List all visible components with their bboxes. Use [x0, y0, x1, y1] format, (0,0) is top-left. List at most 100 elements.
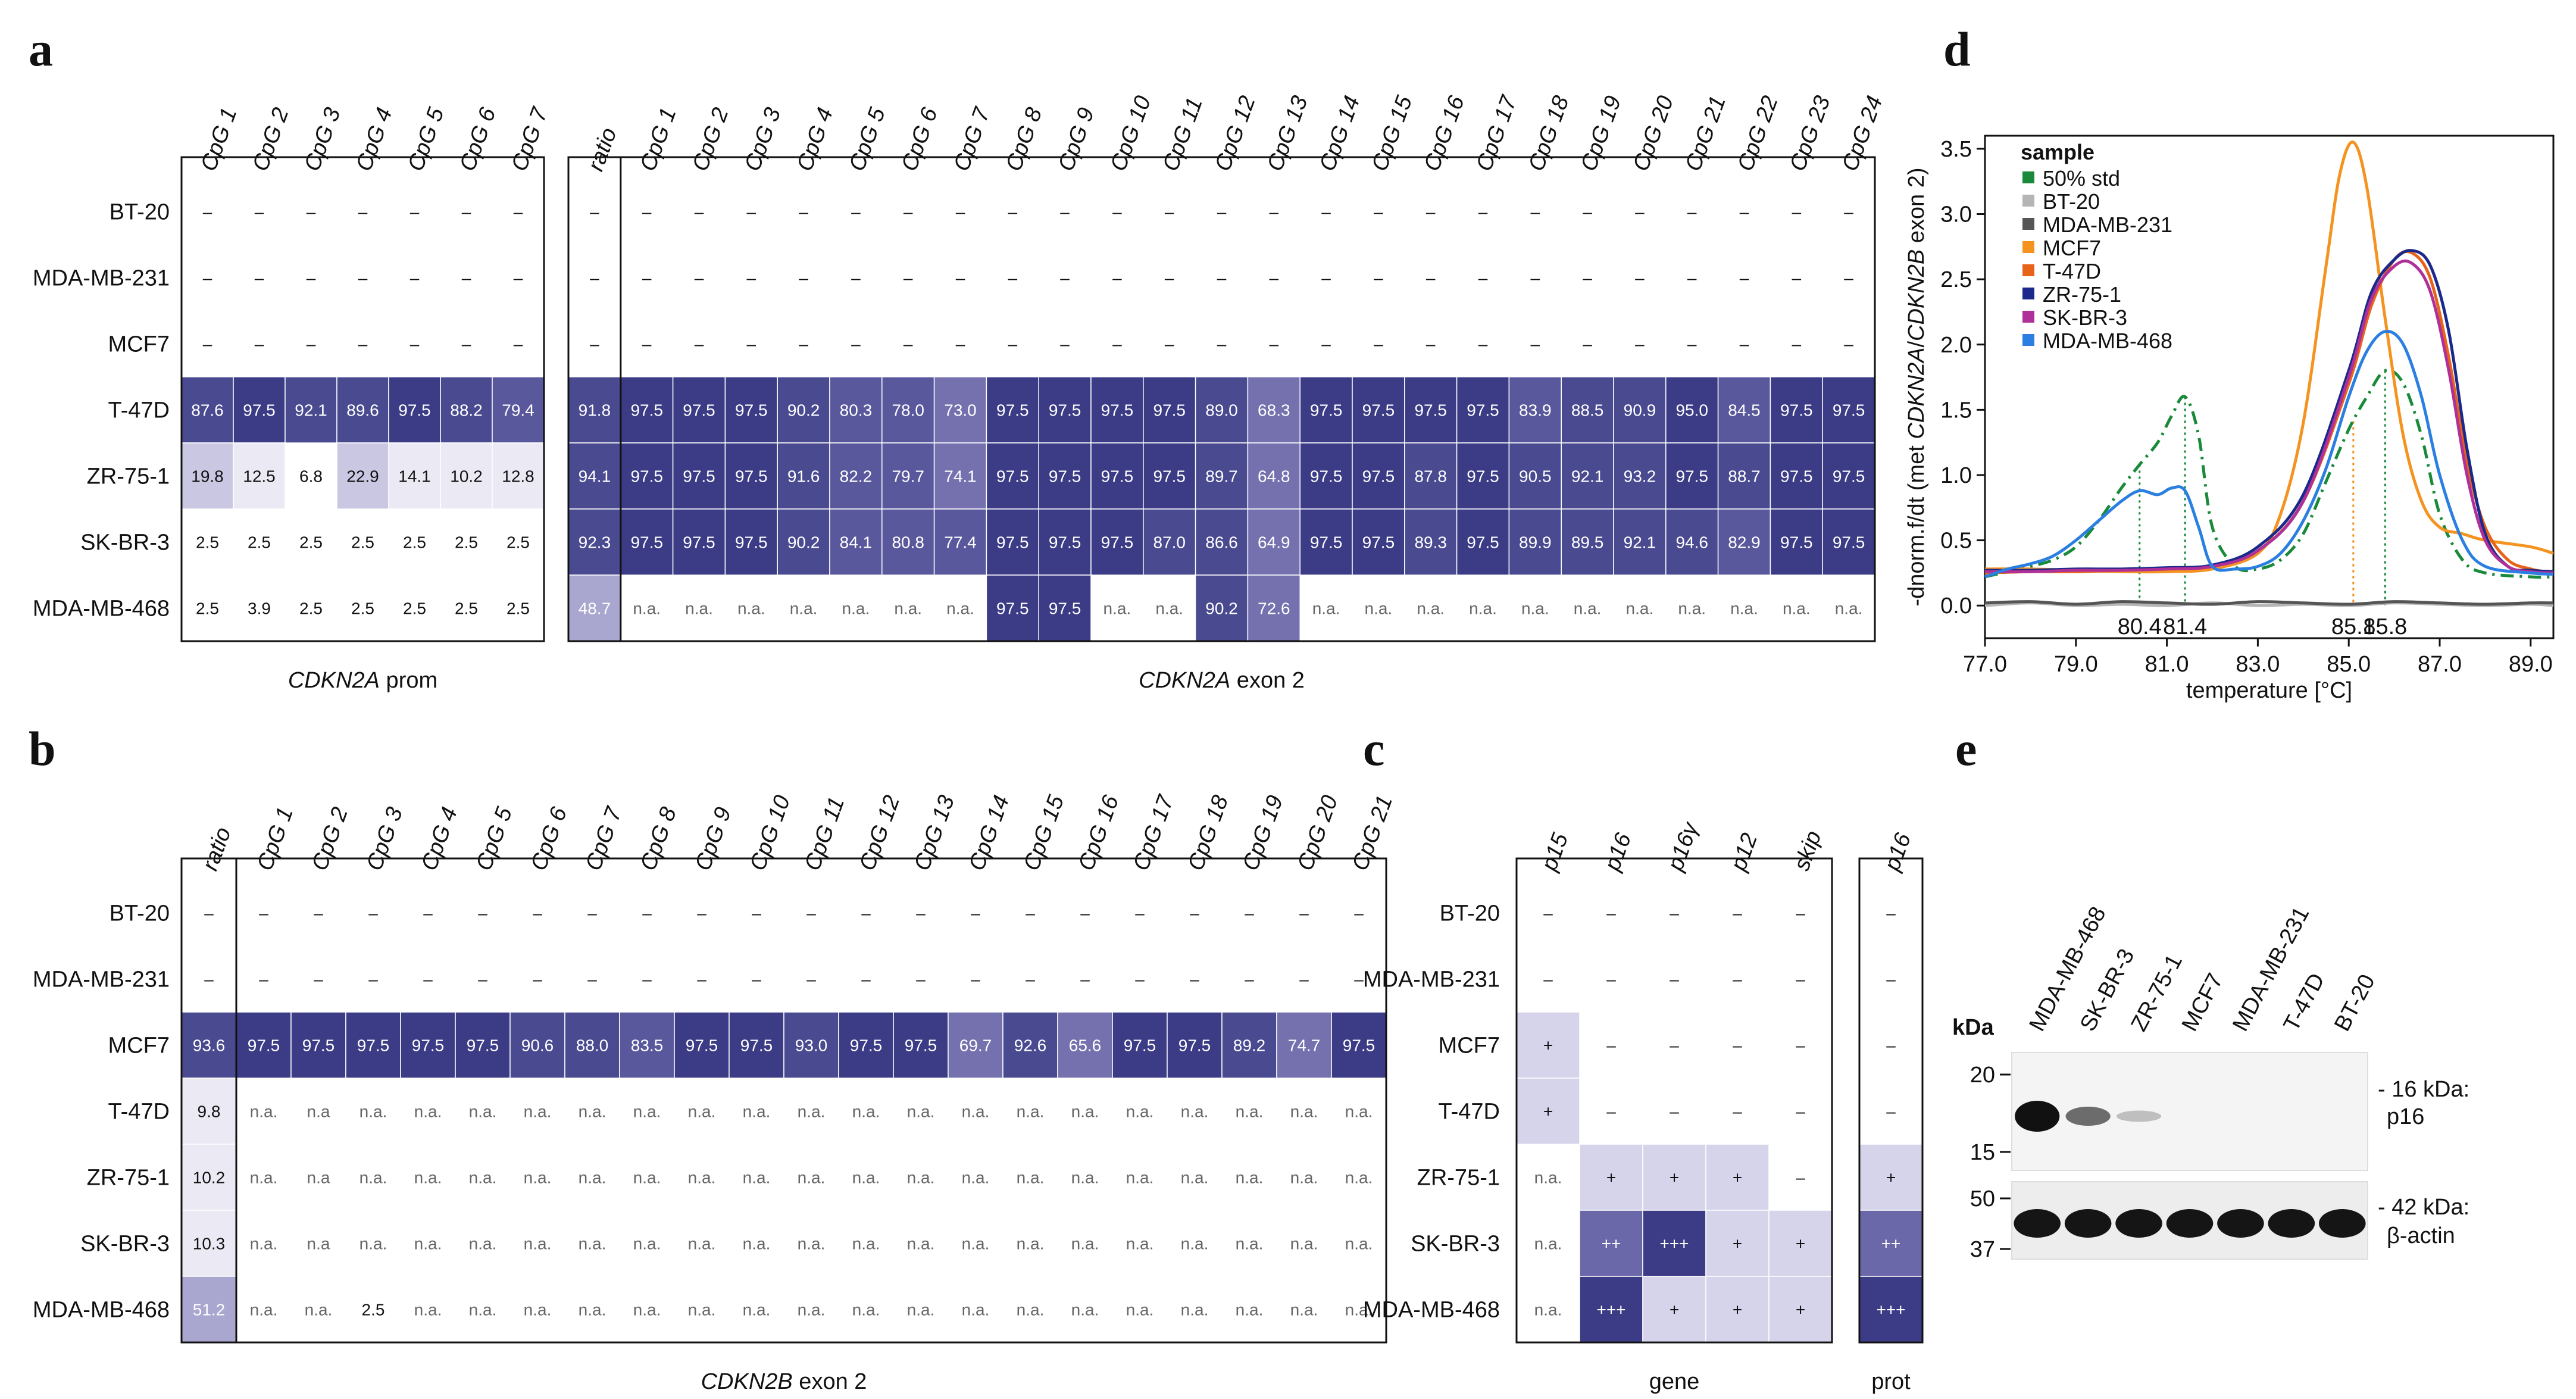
cell-value: n.a. [1574, 599, 1602, 618]
cell-value: 65.6 [1069, 1036, 1102, 1055]
heat-cell [620, 376, 674, 444]
heat-cell [783, 1011, 839, 1079]
cell-value: 2.5 [196, 599, 219, 618]
expr-cell [1516, 1078, 1580, 1145]
cell-value: – [752, 904, 761, 923]
cell-value: – [462, 335, 471, 354]
expr-value: – [1886, 1036, 1896, 1055]
legend-label: MDA-MB-231 [2043, 213, 2172, 237]
cell-value: 97.5 [1833, 401, 1865, 420]
cell-value: 12.8 [502, 467, 534, 486]
cell-value: – [1165, 335, 1174, 354]
heat-cell [1276, 1011, 1332, 1079]
cell-value: 93.0 [795, 1036, 828, 1055]
cell-value: – [1008, 335, 1018, 354]
cell-value: 2.5 [299, 533, 323, 552]
cell-value: 89.9 [1519, 533, 1552, 552]
col-header: CpG 10 [745, 792, 795, 874]
col-header: CpG 21 [1348, 792, 1398, 874]
expr-value: – [1886, 970, 1896, 989]
cell-value: n.a. [907, 1169, 935, 1187]
panel-b-heatmap: BT-20 MDA-MB-231 MCF7 T-47D ZR-75-1 SK-BR-3 MD… [33, 791, 1398, 1394]
cell-value: – [1060, 203, 1070, 221]
cell-value: 89.0 [1205, 401, 1238, 420]
legend-label: 50% std [2043, 166, 2120, 191]
series-line [1984, 600, 2554, 606]
cell-value: 97.5 [1362, 401, 1395, 420]
cell-value: 88.7 [1728, 467, 1761, 486]
cell-value: 97.5 [1343, 1036, 1375, 1055]
expr-cell [1705, 1210, 1770, 1277]
expr-value: ++ [1881, 1235, 1901, 1253]
cell-value: n.a. [1521, 599, 1549, 618]
x-tick-label: 81.0 [2145, 652, 2189, 677]
cell-value: 2.5 [455, 533, 478, 552]
cell-value: 89.2 [1233, 1036, 1266, 1055]
cell-value: – [478, 970, 487, 989]
cell-value: 92.6 [1014, 1036, 1047, 1055]
heat-cell [336, 442, 389, 510]
cell-value: n.a. [469, 1301, 497, 1319]
y-tick-label: 0.0 [1940, 594, 1972, 619]
table-caption: gene [1649, 1369, 1700, 1394]
expr-cell [1642, 1144, 1706, 1211]
cell-value: 83.5 [631, 1036, 664, 1055]
cell-value: 89.6 [346, 401, 379, 420]
cell-value: – [1217, 203, 1227, 221]
cell-value: – [695, 335, 704, 354]
cell-value: – [533, 970, 542, 989]
cell-value: n.a. [743, 1103, 771, 1121]
cell-value: – [747, 335, 756, 354]
cell-value: n.a. [1126, 1169, 1154, 1187]
y-axis-label: -dnorm.f/dt (met CDKN2A/CDKN2B exon 2) [1904, 167, 1929, 606]
cell-value: n.a. [798, 1235, 826, 1253]
p16-band [2116, 1110, 2162, 1122]
row-label: BT-20 [110, 200, 170, 225]
heat-cell [881, 376, 935, 444]
cell-value: 2.5 [299, 599, 323, 618]
expr-cell [1579, 1276, 1643, 1343]
cell-value: – [1217, 335, 1227, 354]
col-header: CpG 2 [248, 105, 293, 175]
cell-value: n.a. [250, 1169, 278, 1187]
cell-value: 97.5 [1310, 401, 1343, 420]
cell-value: – [307, 335, 316, 354]
cell-value: 68.3 [1258, 401, 1290, 420]
cell-value: n.a. [1312, 599, 1340, 618]
cell-value: n.a. [524, 1235, 552, 1253]
heat-cell [1057, 1011, 1113, 1079]
cell-value: n.a. [579, 1103, 607, 1121]
heat-cell [1717, 508, 1771, 576]
cell-value: – [1687, 335, 1697, 354]
cell-value: n.a. [1181, 1235, 1209, 1253]
expr-value: – [1733, 904, 1742, 923]
heat-cell [724, 442, 778, 510]
expr-cell [1768, 1276, 1833, 1343]
x-tick-label: 79.0 [2054, 652, 2098, 677]
cell-value: n.a. [579, 1235, 607, 1253]
cell-value: – [1844, 269, 1853, 288]
col-header: CpG 5 [845, 104, 890, 174]
heat-cell [672, 442, 726, 510]
cell-value: – [1190, 904, 1199, 923]
heat-cell [893, 1011, 949, 1079]
row-label: ZR-75-1 [87, 464, 170, 489]
cell-value: 80.3 [840, 401, 873, 420]
cell-value: n.a. [305, 1301, 333, 1319]
heat-cell [285, 376, 337, 444]
cell-value: n.a. [688, 1169, 716, 1187]
cell-value: – [1531, 203, 1540, 221]
cell-value: – [314, 970, 323, 989]
cell-value: 97.5 [1310, 467, 1343, 486]
cell-value: 84.5 [1728, 401, 1761, 420]
expr-value: + [1733, 1235, 1742, 1253]
cell-value: – [204, 904, 214, 923]
expr-value: +++ [1876, 1301, 1905, 1319]
p16-band [2065, 1106, 2111, 1126]
plot-frame [1984, 135, 2555, 639]
cell-value: – [1531, 269, 1540, 288]
cell-value: n.a. [414, 1301, 442, 1319]
cell-value: – [1299, 970, 1309, 989]
cell-value: 90.2 [787, 401, 820, 420]
